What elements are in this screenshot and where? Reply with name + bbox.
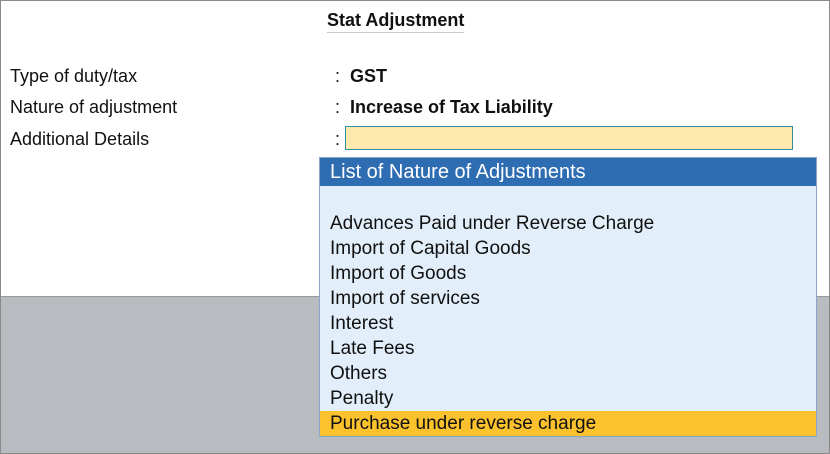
field-value[interactable]: GST: [350, 66, 388, 86]
list-item[interactable]: Import of Goods: [330, 263, 467, 284]
list-items: Advances Paid under Reverse Charge Impor…: [320, 211, 816, 436]
field-colon: :: [335, 97, 341, 117]
field-label: Additional Details: [10, 129, 150, 149]
list-title: List of Nature of Adjustments: [320, 158, 816, 186]
field-label: Type of duty/tax: [10, 66, 138, 86]
list-item[interactable]: Advances Paid under Reverse Charge: [330, 213, 655, 234]
list-item[interactable]: Penalty: [330, 388, 394, 409]
list-item[interactable]: Import of services: [330, 288, 480, 309]
nature-of-adjustments-list: List of Nature of Adjustments Advances P…: [319, 157, 817, 437]
field-value[interactable]: Increase of Tax Liability: [350, 97, 553, 117]
list-item[interactable]: Interest: [330, 313, 394, 334]
field-colon: :: [335, 129, 341, 149]
list-item-selected[interactable]: Purchase under reverse charge: [320, 411, 816, 436]
list-item[interactable]: Others: [330, 363, 388, 384]
page-title: Stat Adjustment: [327, 10, 465, 33]
field-colon: :: [335, 66, 341, 86]
list-item[interactable]: Import of Capital Goods: [330, 238, 531, 259]
field-label: Nature of adjustment: [10, 97, 178, 117]
list-item[interactable]: Late Fees: [330, 338, 415, 359]
additional-details-input[interactable]: [345, 126, 793, 150]
